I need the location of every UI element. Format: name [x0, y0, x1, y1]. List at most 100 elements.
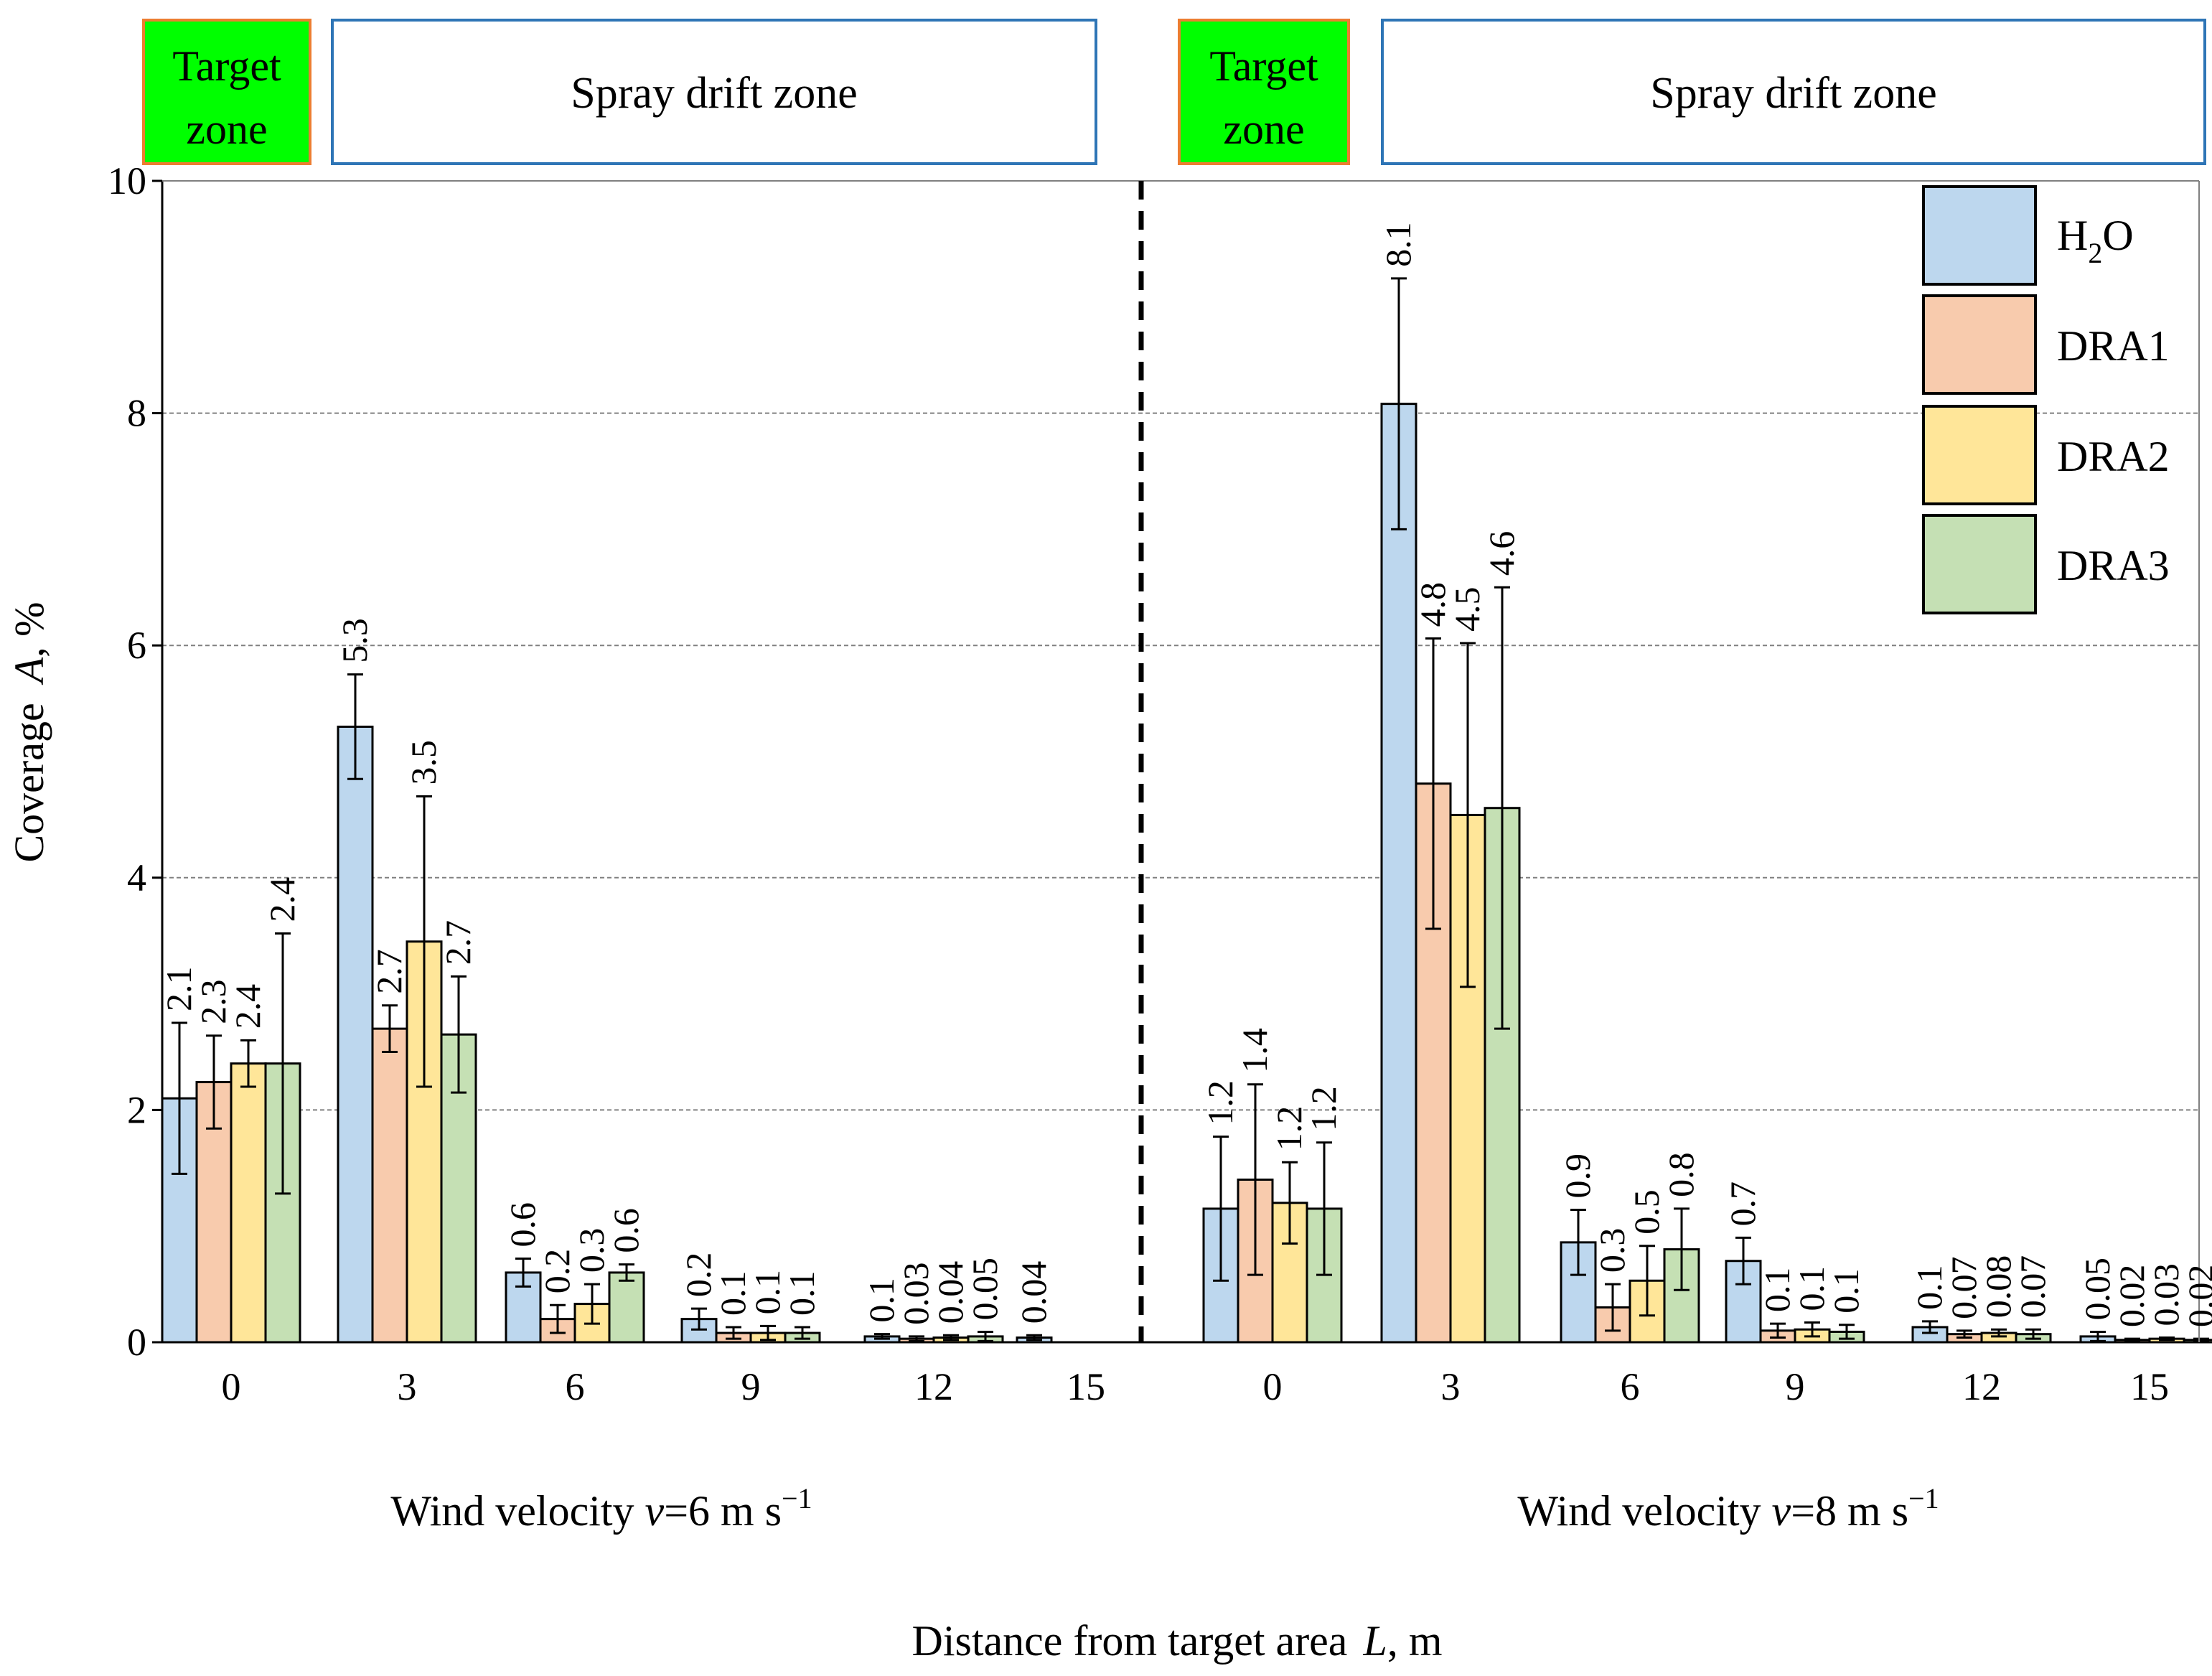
x-axis-title: Distance from target area L, m — [912, 1617, 1443, 1665]
data-label: 0.02 — [2180, 1265, 2212, 1328]
y-axis-title-unit: , % — [6, 602, 52, 657]
data-label: 1.2 — [1303, 1086, 1344, 1131]
data-label: 4.5 — [1447, 586, 1487, 632]
data-label: 0.05 — [965, 1258, 1005, 1321]
data-label: 1.2 — [1200, 1080, 1240, 1125]
legend-label-h2o: H2O — [2057, 212, 2134, 269]
data-label: 0.1 — [782, 1270, 822, 1316]
data-label: 0.2 — [537, 1249, 577, 1294]
data-label: 0.04 — [930, 1261, 970, 1324]
data-label: 0.1 — [1826, 1268, 1866, 1314]
x-tick-label: 3 — [398, 1365, 417, 1408]
target-zone-label-line2: zone — [186, 106, 267, 153]
bar-h2o-9 — [1725, 1260, 1762, 1344]
bar-h2o-3 — [1380, 403, 1417, 1344]
data-label: 0.02 — [2112, 1265, 2152, 1328]
panel-caption-left: Wind velocity v=6 m s−1 — [390, 1482, 812, 1535]
data-label: 4.8 — [1412, 582, 1453, 627]
legend-label-dra3: DRA3 — [2057, 542, 2170, 589]
x-tick-label: 0 — [1263, 1365, 1283, 1408]
legend: H2O DRA1 DRA2 DRA3 — [1922, 185, 2170, 614]
data-label: 3.5 — [403, 740, 444, 785]
y-tick-label: 10 — [108, 159, 146, 202]
x-tick-label: 15 — [2130, 1365, 2169, 1408]
data-label: 1.2 — [1269, 1106, 1309, 1151]
x-tick-label: 0 — [222, 1365, 241, 1408]
grid-lines — [162, 180, 2199, 1111]
x-tick-label: 12 — [914, 1365, 953, 1408]
spray-drift-zone-label: Spray drift zone — [1650, 69, 1936, 118]
target-zone-label-line1: Target — [1209, 42, 1318, 90]
data-label: 0.7 — [1723, 1181, 1763, 1227]
data-label: 0.07 — [2012, 1255, 2053, 1319]
legend-label-dra2: DRA2 — [2057, 433, 2170, 480]
data-label: 2.1 — [159, 967, 199, 1012]
legend-swatch-dra1 — [1922, 294, 2037, 395]
target-zone-label-line2: zone — [1223, 106, 1304, 153]
x-tick-label: 9 — [741, 1365, 761, 1408]
y-axis-title-symbol: A — [6, 657, 52, 685]
x-tick-label: 6 — [566, 1365, 585, 1408]
data-label: 2.7 — [438, 920, 478, 965]
data-label: 2.4 — [262, 877, 302, 922]
data-label: 0.6 — [502, 1202, 543, 1247]
data-label: 0.2 — [678, 1253, 718, 1298]
data-label: 4.6 — [1481, 531, 1522, 576]
data-label: 0.1 — [713, 1270, 753, 1316]
y-axis-title: Coverage A, % — [6, 602, 52, 863]
data-label: 0.1 — [1757, 1268, 1797, 1313]
data-label: 0.03 — [896, 1262, 936, 1325]
bar-dra1-3 — [371, 1027, 408, 1344]
data-label: 1.4 — [1234, 1028, 1275, 1073]
data-label: 0.1 — [747, 1270, 787, 1315]
data-label: 0.1 — [1791, 1266, 1832, 1311]
target-zone-box — [1178, 19, 1350, 165]
bar-h2o-3 — [337, 725, 374, 1344]
bar-dra3-6 — [608, 1271, 645, 1344]
data-label: 0.07 — [1944, 1256, 1984, 1319]
data-label: 0.8 — [1661, 1152, 1701, 1197]
legend-swatch-h2o — [1922, 185, 2037, 286]
data-label: 2.7 — [369, 949, 409, 994]
data-label: 0.5 — [1626, 1189, 1667, 1235]
data-label: 0.04 — [1013, 1261, 1054, 1324]
data-label: 0.3 — [1592, 1228, 1632, 1273]
bar-dra2-0 — [230, 1062, 267, 1344]
axes: 0 2 4 6 8 10 0 3 6 9 12 15 0 3 6 9 12 15 — [108, 159, 2200, 1408]
spray-drift-zone-box — [331, 19, 1097, 165]
legend-swatch-dra2 — [1922, 405, 2037, 505]
data-label: 5.3 — [334, 618, 375, 663]
data-label: 0.6 — [606, 1208, 646, 1253]
spray-drift-zone-box — [1381, 19, 2206, 165]
y-tick-label: 0 — [127, 1321, 146, 1364]
legend-swatch-dra3 — [1922, 514, 2037, 614]
x-tick-label: 9 — [1786, 1365, 1805, 1408]
bars — [161, 277, 2212, 1344]
y-tick-label: 4 — [127, 856, 146, 899]
y-tick-label: 8 — [127, 392, 146, 435]
data-label: 0.05 — [2077, 1258, 2117, 1321]
y-tick-label: 6 — [127, 624, 146, 667]
x-tick-label: 3 — [1441, 1365, 1461, 1408]
x-tick-label: 12 — [1962, 1365, 2001, 1408]
legend-label-dra1: DRA1 — [2057, 322, 2170, 370]
data-label: 0.08 — [1978, 1255, 2018, 1319]
data-label: 2.4 — [228, 984, 268, 1029]
target-zone-label-line1: Target — [172, 42, 281, 90]
data-label: 0.1 — [1909, 1265, 1949, 1310]
y-tick-label: 2 — [127, 1088, 146, 1131]
target-zone-box — [142, 19, 311, 165]
spray-drift-zone-label: Spray drift zone — [571, 69, 857, 118]
data-label: 2.3 — [193, 979, 233, 1024]
data-label: 0.03 — [2146, 1263, 2186, 1326]
y-axis-title-main: Coverage — [6, 703, 52, 862]
data-label: 0.1 — [861, 1278, 901, 1323]
data-labels: 2.15.30.60.20.1 0.042.32.70.2 0.1 0.032.43.… — [159, 222, 2212, 1327]
data-label: 0.3 — [571, 1228, 611, 1273]
x-tick-label: 15 — [1067, 1365, 1105, 1408]
data-label: 0.9 — [1557, 1153, 1598, 1199]
x-tick-label: 6 — [1621, 1365, 1640, 1408]
data-label: 8.1 — [1378, 222, 1418, 267]
zone-boxes: Target zone Spray drift zone Target zone Spra… — [142, 19, 2206, 165]
